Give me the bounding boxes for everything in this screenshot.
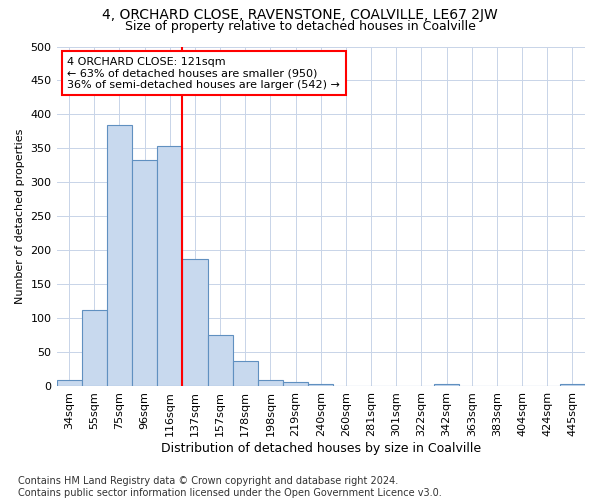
Bar (434, 384, 459, 386)
Bar (157, 146, 182, 386)
Bar (132, 160, 157, 386)
Bar (308, 384, 334, 386)
Bar (258, 380, 283, 386)
Text: Contains HM Land Registry data © Crown copyright and database right 2024.
Contai: Contains HM Land Registry data © Crown c… (18, 476, 442, 498)
Bar (82, 310, 107, 386)
Text: 4 ORCHARD CLOSE: 121sqm
← 63% of detached houses are smaller (950)
36% of semi-d: 4 ORCHARD CLOSE: 121sqm ← 63% of detache… (67, 56, 340, 90)
Bar (56, 380, 82, 386)
Bar (283, 382, 308, 386)
Text: 4, ORCHARD CLOSE, RAVENSTONE, COALVILLE, LE67 2JW: 4, ORCHARD CLOSE, RAVENSTONE, COALVILLE,… (102, 8, 498, 22)
Text: Size of property relative to detached houses in Coalville: Size of property relative to detached ho… (125, 20, 475, 33)
X-axis label: Distribution of detached houses by size in Coalville: Distribution of detached houses by size … (161, 442, 481, 455)
Y-axis label: Number of detached properties: Number of detached properties (15, 129, 25, 304)
Bar (107, 124, 132, 386)
Bar (208, 335, 233, 386)
Bar (233, 360, 258, 386)
Bar (182, 260, 208, 386)
Bar (560, 384, 585, 386)
